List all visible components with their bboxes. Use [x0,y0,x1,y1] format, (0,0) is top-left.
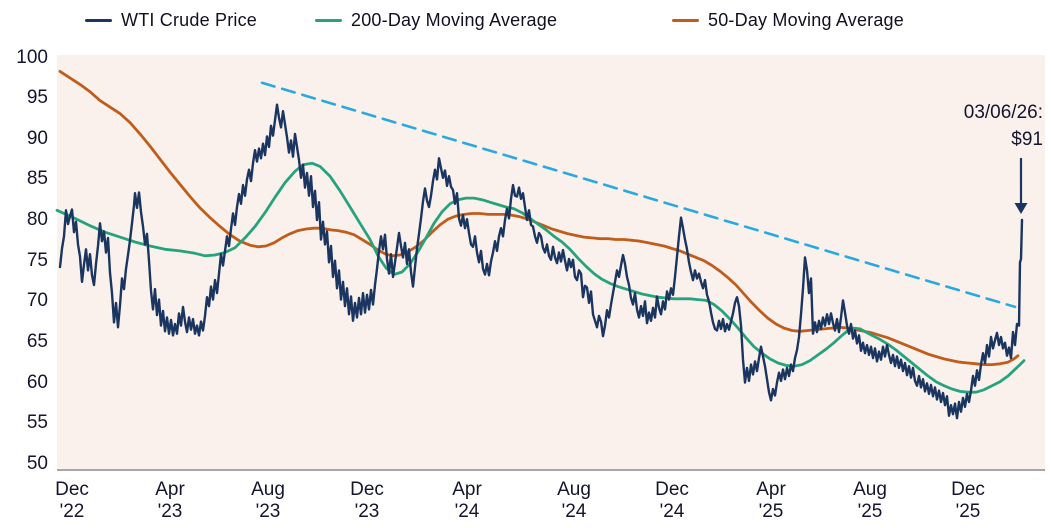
x-tick-label: Dec '25 [951,479,985,522]
legend-item-200dma: 200-Day Moving Average [315,7,557,33]
legend-item-wti: WTI Crude Price [85,7,257,33]
y-tick-label: 100 [16,46,48,68]
legend-label-200dma: 200-Day Moving Average [351,9,558,30]
price-annotation: 03/06/26: $91 [964,99,1043,153]
y-tick-label: 75 [26,249,48,271]
x-tick-label: Dec '24 [655,479,689,522]
wti-line-swatch-icon [85,18,112,22]
x-tick-label: Apr '25 [756,479,786,522]
annotation-date: 03/06/26: [963,102,1043,123]
x-tick-label: Apr '23 [155,479,185,522]
x-axis-line [57,469,1045,471]
y-tick-label: 80 [26,209,48,230]
legend-label-50dma: 50-Day Moving Average [708,9,904,30]
legend: WTI Crude Price 200-Day Moving Average 5… [0,7,1051,33]
x-tick-label: Aug '23 [251,479,285,522]
x-tick-label: Dec '23 [350,479,384,522]
ma50-line-swatch-icon [672,18,699,22]
y-tick-label: 50 [26,452,48,474]
y-tick-label: 60 [26,371,48,393]
ma200-line-swatch-icon [315,18,342,22]
y-axis: 100 95 90 85 80 75 70 65 60 55 50 [0,0,48,528]
y-tick-label: 65 [26,330,48,352]
x-tick-label: Apr '24 [452,479,482,522]
x-tick-label: Aug '24 [557,479,591,522]
y-tick-label: 95 [26,87,48,109]
y-tick-label: 55 [26,412,48,434]
x-tick-label: Dec '22 [55,479,89,522]
legend-item-50dma: 50-Day Moving Average [672,7,904,33]
y-tick-label: 85 [26,168,48,190]
x-tick-label: Aug '25 [853,479,887,522]
legend-label-wti: WTI Crude Price [121,9,258,30]
y-tick-label: 90 [26,127,48,149]
y-tick-label: 70 [26,290,48,312]
x-axis: Dec '22 Apr '23 Aug '23 Dec '23 Apr '24 Aug '24 Dec '… [0,479,1051,525]
annotation-price: $91 [1011,129,1043,150]
